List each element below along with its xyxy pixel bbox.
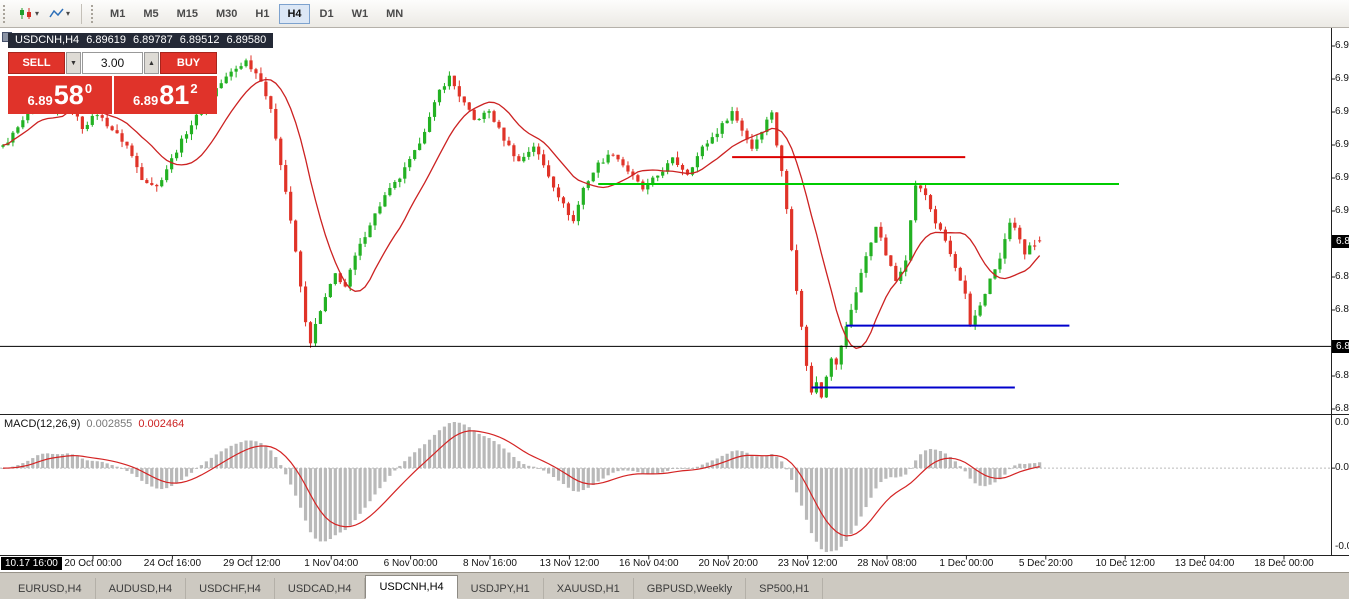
buy-price-point: 2 [190, 81, 198, 96]
lot-decrease-button[interactable]: ▼ [66, 52, 81, 74]
price-axis-label: 6.98100 [1335, 40, 1349, 51]
bar-open-value: 6.89619 [86, 34, 126, 46]
time-axis-label: 28 Nov 08:00 [857, 558, 917, 569]
candlesticks [1, 55, 1042, 399]
chart-tab-sp500-h1[interactable]: SP500,H1 [746, 578, 824, 599]
chart-tab-gbpusd-weekly[interactable]: GBPUSD,Weekly [634, 578, 747, 599]
timeframe-button-mn[interactable]: MN [386, 7, 404, 20]
dropdown-caret-icon: ▾ [66, 8, 71, 18]
price-axis-label: 6.93780 [1335, 139, 1349, 150]
hline-price-tag: 6.84993 [1332, 339, 1349, 353]
chart-type-button[interactable]: ▾ [14, 3, 44, 25]
toolbar-drag-handle[interactable] [91, 4, 97, 23]
ma-line [2, 78, 1041, 350]
macd-label: MACD(12,26,9) [4, 418, 81, 430]
time-axis-label: 5 Dec 20:00 [1018, 558, 1073, 569]
chart-tab-xauusd-h1[interactable]: XAUUSD,H1 [544, 578, 634, 599]
chart-tab-eurusd-h4[interactable]: EURUSD,H4 [5, 578, 96, 599]
sell-price-point: 0 [84, 81, 93, 96]
time-axis-label: 16 Nov 04:00 [619, 558, 679, 569]
timeframe-button-m1[interactable]: M1 [110, 7, 126, 20]
time-axis-label: 24 Oct 16:00 [143, 558, 202, 569]
chart-tab-usdcad-h4[interactable]: USDCAD,H4 [275, 578, 366, 599]
timeframe-button-d1[interactable]: D1 [319, 7, 334, 20]
time-axis-label: 10 Dec 12:00 [1095, 558, 1155, 569]
price-axis-label: 6.90900 [1335, 205, 1349, 216]
price-axis-label: 6.86580 [1335, 304, 1349, 315]
timeframe-button-w1[interactable]: W1 [351, 7, 369, 20]
toolbar-drag-handle[interactable] [3, 4, 9, 23]
bid-price-tag: 6.89580 [1332, 234, 1349, 248]
macd-histogram [1, 422, 1042, 552]
price-axis-label: 6.83700 [1335, 370, 1349, 381]
time-axis-label: 29 Oct 12:00 [223, 558, 281, 569]
time-axis-label: 8 Nov 16:00 [463, 558, 517, 569]
indicator-line-icon [49, 8, 64, 18]
chart-tab-bar: EURUSD,H4 AUDUSD,H4 USDCHF,H4 USDCAD,H4 USDC… [0, 572, 1349, 599]
hline-time-anchor-tag: 10.17 16:00 [1, 557, 62, 570]
toolbar-separator [81, 3, 83, 24]
timeframe-button-h1[interactable]: H1 [255, 7, 270, 20]
top-toolbar: ▾ ▾ M1 M5 M15 M30 H1 H4 D1 W1 MN [0, 0, 1349, 28]
chart-tab-audusd-h4[interactable]: AUDUSD,H4 [96, 578, 187, 599]
buy-price-display[interactable]: 6.89 81 2 [113, 76, 217, 114]
time-axis-label: 18 Dec 00:00 [1254, 558, 1314, 569]
timeframe-button-m15[interactable]: M15 [176, 7, 198, 20]
time-axis-label: 13 Nov 12:00 [539, 558, 600, 569]
sell-button[interactable]: SELL [8, 52, 65, 74]
symbol-timeframe-label: USDCNH,H4 [15, 34, 80, 46]
sell-price-base: 6.89 [27, 93, 53, 108]
time-axis-label: 20 Nov 20:00 [698, 558, 758, 569]
price-axis-label: 6.88020 [1335, 271, 1349, 282]
chart-canvas[interactable] [0, 28, 1349, 572]
bar-low-value: 6.89512 [179, 34, 220, 46]
sell-price-display[interactable]: 6.89 58 0 [8, 76, 112, 114]
buy-price-pips: 81 [159, 80, 190, 110]
chart-tab-usdcnh-h4[interactable]: USDCNH,H4 [365, 575, 458, 599]
time-axis-label: 1 Dec 00:00 [939, 558, 994, 569]
bar-close-value: 6.89580 [226, 34, 267, 46]
indicators-button[interactable]: ▾ [44, 3, 75, 25]
sell-price-pips: 58 [53, 80, 84, 110]
time-axis-label: 20 Oct 00:00 [64, 558, 122, 569]
one-click-trading-panel: SELL ▼ ▲ BUY 6.89 58 0 6.89 81 2 [8, 52, 217, 114]
macd-axis-zero-label: 0.00 [1335, 462, 1349, 474]
candlestick-chart-icon [20, 8, 31, 19]
price-axis-label: 6.92340 [1335, 172, 1349, 183]
chart-tab-usdjpy-h1[interactable]: USDJPY,H1 [458, 578, 544, 599]
lot-size-input[interactable] [82, 52, 143, 74]
dropdown-caret-icon: ▾ [35, 8, 40, 18]
price-axis-label: 6.82260 [1335, 403, 1349, 414]
macd-axis-min-label: -0.02775 [1335, 541, 1349, 552]
time-axis-label: 13 Dec 04:00 [1174, 558, 1235, 569]
macd-signal-value: 0.002464 [138, 418, 185, 430]
timeframe-button-m5[interactable]: M5 [143, 7, 159, 20]
time-axis-label: 23 Nov 12:00 [777, 558, 838, 569]
price-axis-label: 6.96660 [1335, 73, 1349, 84]
macd-indicator-header: MACD(12,26,9) 0.002855 0.002464 [4, 418, 184, 430]
chart-tab-usdchf-h4[interactable]: USDCHF,H4 [186, 578, 275, 599]
buy-price-base: 6.89 [132, 93, 159, 108]
timeframe-button-h4[interactable]: H4 [279, 3, 310, 24]
ohlc-info-bar: USDCNH,H4 6.89619 6.89787 6.89512 6.8958… [8, 33, 274, 48]
time-axis-label: 6 Nov 00:00 [383, 558, 438, 569]
price-axis-label: 6.95220 [1335, 106, 1349, 117]
buy-button[interactable]: BUY [160, 52, 217, 74]
bar-high-value: 6.89787 [132, 34, 173, 46]
macd-main-value: 0.002855 [86, 418, 133, 430]
lot-increase-button[interactable]: ▲ [144, 52, 159, 74]
macd-axis-max-label: 0.0119 [1335, 417, 1349, 428]
timeframe-toolbar: M1 M5 M15 M30 H1 H4 D1 W1 MN [102, 3, 411, 24]
chart-window: USDCNH,H4 6.89619 6.89787 6.89512 6.8958… [0, 28, 1349, 572]
time-axis-label: 1 Nov 04:00 [304, 558, 359, 569]
macd-signal-line [2, 430, 1040, 537]
timeframe-button-m30[interactable]: M30 [216, 7, 238, 20]
